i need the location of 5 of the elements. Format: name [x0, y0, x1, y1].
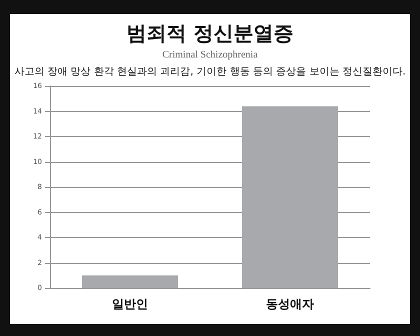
- x-tick-label: 동성애자: [266, 297, 314, 311]
- chart-subtitle: Criminal Schizophrenia: [162, 50, 258, 60]
- text: 사고의 장애 망상 환각 현실과의 괴리감, 기이한 행동 등의 증상을 보이는 정신질환이다.: [14, 66, 406, 78]
- x-tick-label: 일반인: [112, 297, 148, 311]
- chart-title: 범죄적 정신분열증: [126, 21, 294, 45]
